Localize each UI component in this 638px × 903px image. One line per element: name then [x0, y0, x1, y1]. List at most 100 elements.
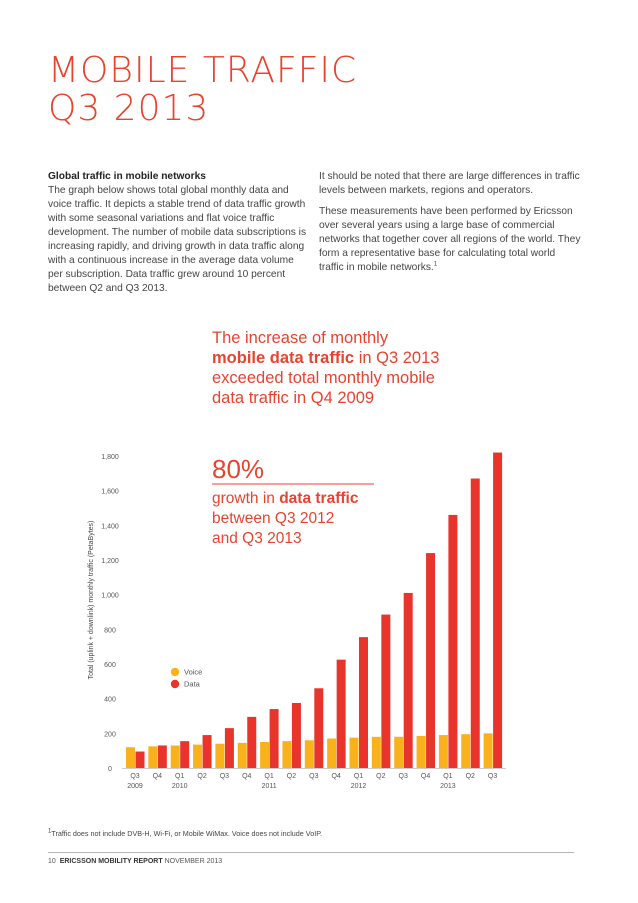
y-tick-label: 0 — [108, 766, 112, 773]
right-column: It should be noted that there are large … — [319, 170, 581, 275]
callout-line4: data traffic in Q4 2009 — [212, 389, 375, 407]
data-bar — [247, 716, 257, 768]
y-tick-label: 1,800 — [101, 454, 119, 461]
page-title: MOBILE TRAFFIC Q3 2013 — [48, 52, 357, 128]
growth-stat-line1: growth in data traffic — [212, 490, 359, 507]
voice-bar — [260, 742, 270, 768]
data-bar — [269, 709, 279, 768]
voice-bar — [215, 743, 225, 768]
x-tick-label: Q2 — [466, 773, 475, 780]
data-bar — [180, 741, 190, 768]
data-bar — [470, 478, 480, 768]
y-tick-label: 1,400 — [101, 523, 119, 530]
legend-swatch — [170, 679, 180, 689]
voice-bar — [327, 738, 337, 768]
callout-line3: exceeded total monthly mobile — [212, 369, 435, 387]
callout-line1: The increase of monthly — [212, 329, 389, 347]
chart-legend: Voice Data — [170, 667, 202, 689]
x-tick-label: Q2 — [287, 773, 296, 780]
left-column: Global traffic in mobile networks The gr… — [48, 170, 310, 296]
x-tick-label: Q1 — [175, 773, 184, 780]
voice-bar — [193, 744, 203, 768]
voice-bar — [304, 740, 314, 768]
data-bar — [336, 659, 346, 768]
left-column-body: The graph below shows total global month… — [48, 185, 307, 294]
data-bar — [381, 614, 391, 768]
y-tick-label: 600 — [104, 662, 116, 669]
x-year-label: 2009 — [127, 783, 143, 790]
growth-stat-value: 80% — [212, 454, 264, 484]
footnote-text: Traffic does not include DVB-H, Wi-Fi, o… — [51, 829, 323, 838]
voice-bar — [483, 733, 493, 768]
footer-date: NOVEMBER 2013 — [164, 858, 223, 865]
x-tick-label: Q1 — [264, 773, 273, 780]
legend-swatch — [170, 667, 180, 677]
data-bar — [157, 745, 167, 768]
voice-bar — [349, 737, 359, 768]
y-axis-label: Total (uplink + downlink) monthly traffi… — [88, 521, 95, 680]
voice-bar — [371, 736, 381, 768]
data-bar — [426, 553, 436, 768]
x-tick-label: Q4 — [421, 773, 430, 780]
data-bar — [359, 637, 368, 768]
y-tick-label: 200 — [104, 731, 116, 738]
page-title-line1: MOBILE TRAFFIC — [48, 50, 358, 91]
callout-text: The increase of monthly mobile data traf… — [212, 328, 439, 408]
legend-label: Data — [184, 680, 201, 689]
footer-brand: ERICSSON MOBILITY REPORT — [59, 858, 163, 865]
x-year-label: 2011 — [262, 783, 277, 790]
data-bar — [493, 452, 503, 768]
x-tick-label: Q1 — [443, 773, 452, 780]
right-para-2: These measurements have been performed b… — [319, 205, 581, 275]
growth-stat: 80% growth in data traffic between Q3 20… — [212, 454, 374, 547]
x-tick-label: Q4 — [331, 773, 340, 780]
footer-divider — [48, 852, 574, 853]
voice-bar — [170, 745, 180, 768]
data-bar — [314, 688, 324, 768]
right-para-1: It should be noted that there are large … — [319, 171, 580, 196]
y-tick-label: 800 — [104, 627, 116, 634]
voice-bar — [394, 736, 404, 768]
growth-stat-line2: between Q3 2012 — [212, 510, 334, 527]
data-bar — [224, 728, 234, 768]
footnote-marker: 1 — [48, 828, 52, 835]
y-tick-label: 1,200 — [101, 558, 119, 565]
footnote-ref: 1 — [433, 261, 438, 268]
x-tick-label: Q3 — [399, 773, 408, 780]
page-footer: 10 ERICSSON MOBILITY REPORT NOVEMBER 201… — [48, 858, 222, 865]
page-title-line2: Q3 2013 — [48, 88, 210, 129]
x-year-label: 2012 — [351, 783, 367, 790]
data-bar — [403, 592, 413, 768]
voice-bar — [237, 742, 247, 768]
callout-bold: mobile data traffic — [212, 349, 355, 367]
footnote: 1Traffic does not include DVB-H, Wi-Fi, … — [48, 829, 322, 838]
x-year-label: 2010 — [172, 783, 188, 790]
voice-bar — [126, 747, 135, 768]
voice-bar — [438, 735, 448, 768]
x-tick-label: Q2 — [376, 773, 385, 780]
voice-bar — [282, 741, 292, 768]
x-year-label: 2013 — [440, 783, 456, 790]
traffic-bar-chart: 0 200 400 600 800 1,000 1,200 1,400 1,600 1,800 Q3… — [88, 452, 506, 790]
data-bar — [135, 751, 145, 768]
x-tick-label: Q3 — [488, 773, 497, 780]
voice-bar — [416, 735, 426, 768]
page-number: 10 — [48, 858, 56, 865]
x-tick-label: Q4 — [153, 773, 162, 780]
x-tick-label: Q1 — [354, 773, 363, 780]
x-tick-label: Q3 — [220, 773, 229, 780]
data-bar — [202, 735, 212, 768]
voice-bar — [461, 734, 471, 768]
callout-line2: mobile data traffic in Q3 2013 — [212, 348, 439, 368]
x-tick-label: Q4 — [242, 773, 251, 780]
x-tick-label: Q2 — [197, 773, 206, 780]
y-tick-label: 1,600 — [101, 489, 119, 496]
section-heading: Global traffic in mobile networks — [48, 171, 206, 182]
x-tick-label: Q3 — [130, 773, 139, 780]
growth-stat-line3: and Q3 2013 — [212, 530, 302, 547]
right-para-2-text: These measurements have been performed b… — [319, 206, 581, 273]
legend-label: Voice — [184, 668, 202, 677]
y-tick-label: 400 — [104, 697, 116, 704]
data-bar — [291, 703, 301, 768]
callout-line2-rest: in Q3 2013 — [354, 349, 440, 367]
